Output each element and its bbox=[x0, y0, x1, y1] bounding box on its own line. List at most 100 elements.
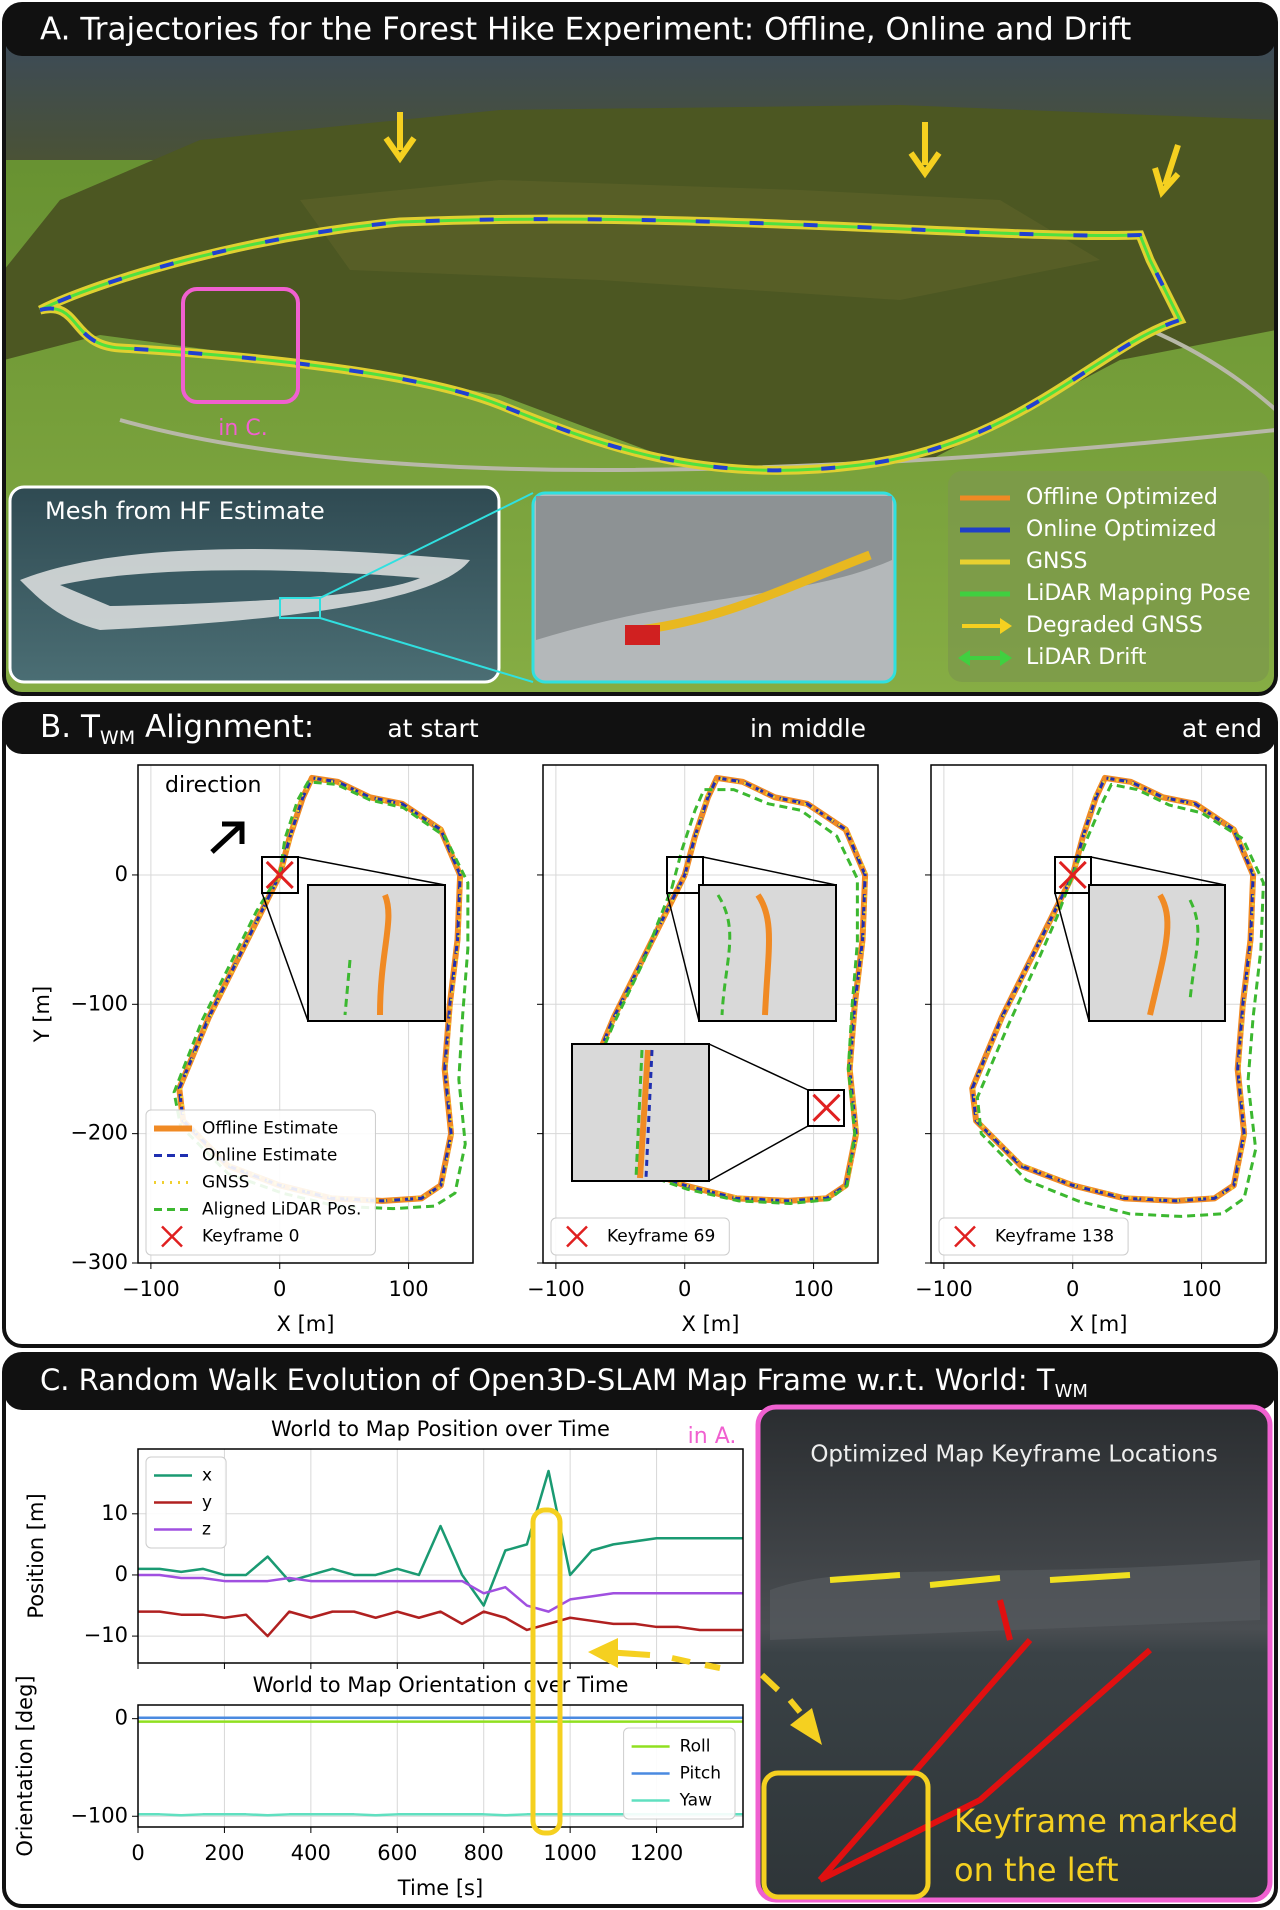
x-axis-label: X [m] bbox=[1070, 1312, 1128, 1336]
panel-title: C. Random Walk Evolution of Open3D-SLAM … bbox=[40, 1363, 1088, 1402]
keyframe-marker bbox=[812, 1093, 841, 1122]
x-tick-label: 0 bbox=[131, 1841, 144, 1865]
y-tick-label: 0 bbox=[115, 1562, 128, 1586]
pointer-dash bbox=[759, 1672, 803, 1714]
zoom-line bbox=[319, 492, 534, 599]
zoom-line bbox=[702, 856, 837, 886]
robot bbox=[625, 625, 660, 645]
x-tick-label: −100 bbox=[122, 1277, 180, 1301]
title-subscript: WM bbox=[1055, 1381, 1088, 1402]
series-group bbox=[969, 774, 1265, 1218]
direction-arrow bbox=[210, 821, 245, 854]
x-tick-label: 0 bbox=[678, 1277, 691, 1301]
title-bar bbox=[4, 1354, 1276, 1410]
title-text: Alignment: bbox=[135, 709, 314, 745]
panel-title: A. Trajectories for the Forest Hike Expe… bbox=[40, 12, 1131, 48]
pointer-head bbox=[588, 1638, 618, 1668]
zoom-inset bbox=[1088, 884, 1226, 1022]
title-bar bbox=[4, 4, 1276, 56]
title-subscript: WM bbox=[100, 727, 135, 749]
series-line bbox=[975, 782, 1265, 1218]
legend: Roll Pitch Yaw bbox=[623, 1727, 736, 1820]
inset-trace bbox=[637, 1049, 651, 1179]
legend-label: z bbox=[202, 1520, 211, 1540]
title-bar bbox=[4, 704, 1276, 754]
x-tick-label: 100 bbox=[1182, 1277, 1222, 1301]
series-line bbox=[138, 1573, 743, 1613]
note-text: on the left bbox=[954, 1851, 1119, 1889]
plot-frame bbox=[137, 764, 474, 1264]
x-tick-label: 1000 bbox=[543, 1841, 596, 1865]
zoom-box bbox=[1054, 856, 1092, 894]
mesh-wall bbox=[536, 496, 892, 640]
series-line bbox=[582, 788, 859, 1205]
road bbox=[1149, 328, 1276, 412]
inset-trace bbox=[1188, 899, 1200, 1001]
y-tick-label: −200 bbox=[70, 1121, 128, 1145]
legend: Keyframe 69 bbox=[550, 1217, 730, 1256]
plot-frame bbox=[137, 1448, 744, 1664]
forest-patch bbox=[300, 180, 1100, 300]
degraded-gnss-arrow bbox=[1152, 144, 1181, 199]
y-tick-label: 10 bbox=[101, 1501, 128, 1525]
x-tick-label: 100 bbox=[794, 1277, 834, 1301]
legend-label: Yaw bbox=[679, 1791, 712, 1811]
legend-label: Keyframe 69 bbox=[607, 1227, 715, 1247]
annotation: direction bbox=[165, 773, 261, 798]
legend-box bbox=[550, 1217, 730, 1256]
y-tick-label: −300 bbox=[70, 1250, 128, 1274]
legend-label: Keyframe 138 bbox=[995, 1227, 1114, 1247]
legend-arrowhead bbox=[958, 650, 970, 666]
legend-label: LiDAR Drift bbox=[1026, 645, 1147, 670]
x-axis-label: X [m] bbox=[682, 1312, 740, 1336]
plot-area bbox=[138, 1449, 743, 1663]
x-axis-label: X [m] bbox=[277, 1312, 335, 1336]
forest bbox=[4, 105, 1276, 470]
y-axis-label: Y [m] bbox=[30, 986, 54, 1043]
series-group bbox=[172, 774, 470, 1211]
legend-label: Offline Estimate bbox=[202, 1119, 338, 1139]
zoom-box bbox=[807, 1089, 845, 1127]
series-group bbox=[138, 1469, 743, 1638]
stage-label: in middle bbox=[750, 714, 866, 743]
inset-title: Mesh from HF Estimate bbox=[45, 497, 325, 525]
zoom-line bbox=[666, 892, 700, 1022]
legend-swatch bbox=[954, 1225, 976, 1248]
x-tick-label: −100 bbox=[527, 1277, 585, 1301]
legend: Offline Optimized Online Optimized GNSS LiD… bbox=[958, 485, 1251, 670]
panel-a-photo bbox=[4, 4, 1276, 694]
x-tick-label: 100 bbox=[389, 1277, 429, 1301]
legend-swatch bbox=[161, 1225, 183, 1248]
legend: xyz bbox=[145, 1456, 227, 1549]
x-tick-label: 400 bbox=[291, 1841, 331, 1865]
highlight-box bbox=[181, 287, 300, 404]
plot-frame bbox=[930, 764, 1267, 1264]
legend-label: Offline Optimized bbox=[1026, 485, 1218, 510]
legend-box bbox=[948, 471, 1269, 682]
keyframe-chain bbox=[817, 1599, 1152, 1883]
title-text: C. Random Walk Evolution of Open3D-SLAM … bbox=[40, 1363, 1055, 1397]
y-axis-label: Position [m] bbox=[24, 1493, 48, 1618]
x-tick-label: 1200 bbox=[630, 1841, 683, 1865]
image-title: Optimized Map Keyframe Locations bbox=[810, 1442, 1217, 1468]
inset-trace bbox=[377, 893, 392, 1016]
keyframe-image bbox=[755, 1404, 1273, 1903]
stage-label: at end bbox=[1182, 714, 1262, 743]
zoom-line bbox=[1054, 892, 1090, 1022]
pointer-head bbox=[790, 1708, 822, 1745]
legend-box bbox=[938, 1217, 1129, 1256]
legend-label: Online Estimate bbox=[202, 1146, 337, 1166]
plot-frame bbox=[542, 764, 879, 1264]
legend: Offline Estimate Online Estimate GNSS Align… bbox=[145, 1109, 376, 1256]
legend-label: Roll bbox=[680, 1737, 711, 1757]
zoom-box bbox=[666, 856, 704, 894]
inset-trace bbox=[1147, 893, 1171, 1016]
x-tick-label: 800 bbox=[464, 1841, 504, 1865]
zoom-line bbox=[319, 617, 534, 683]
series-line bbox=[584, 776, 868, 1203]
x-tick-label: 600 bbox=[377, 1841, 417, 1865]
zoom-inset bbox=[307, 884, 446, 1022]
inset-trace bbox=[755, 893, 772, 1016]
